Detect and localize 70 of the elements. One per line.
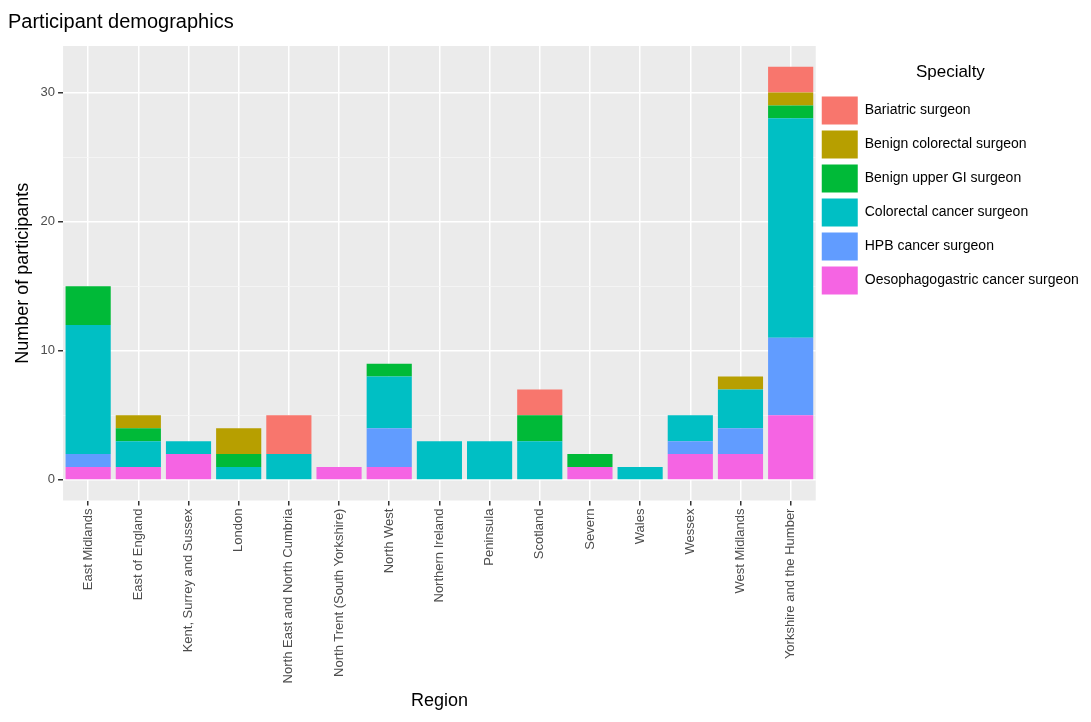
bar — [65, 286, 111, 325]
bar — [216, 454, 262, 467]
bar — [567, 466, 613, 480]
bar — [366, 376, 412, 429]
bar — [316, 466, 362, 480]
legend-label: Oesophagogastric cancer surgeon — [864, 271, 1079, 288]
x-tick-label: Wales — [631, 508, 647, 545]
x-tick-label: Severn — [581, 508, 597, 550]
bar — [115, 441, 161, 467]
bar — [768, 66, 814, 93]
bar — [65, 454, 111, 467]
legend-label: Bariatric surgeon — [864, 101, 971, 118]
bar — [266, 415, 312, 455]
bar — [467, 441, 513, 480]
x-tick-label: East of England — [129, 508, 145, 601]
bar — [416, 441, 462, 480]
bar — [617, 466, 663, 480]
legend-title: Specialty — [915, 62, 986, 82]
x-tick-label: East Midlands — [79, 508, 95, 591]
bar — [768, 92, 814, 106]
bar — [517, 415, 563, 442]
y-tick-label: 20 — [40, 213, 56, 229]
x-tick-label: North Trent (South Yorkshire) — [330, 508, 346, 677]
x-tick-label: Wessex — [681, 508, 697, 555]
x-tick-label: Northern Ireland — [430, 508, 446, 603]
x-tick-label: North East and North Cumbria — [280, 507, 296, 684]
bar — [115, 415, 161, 429]
y-tick-label: 0 — [47, 471, 56, 487]
legend-label: HPB cancer surgeon — [864, 237, 994, 254]
bar — [717, 389, 764, 429]
bar — [768, 337, 814, 416]
x-axis-title: Region — [410, 690, 468, 711]
bar — [266, 454, 312, 480]
y-axis-title: Number of participants — [11, 182, 32, 364]
bar — [65, 324, 111, 455]
bar — [366, 363, 412, 377]
chart-title: Participant demographics — [8, 9, 234, 32]
x-tick-label: Kent, Surrey and Sussex — [180, 508, 196, 653]
bar — [115, 428, 161, 442]
bar — [667, 454, 713, 480]
bar — [517, 441, 563, 480]
bar — [667, 441, 713, 455]
x-tick-label: North West — [380, 508, 396, 574]
y-tick-label: 30 — [40, 84, 56, 100]
bar — [667, 415, 713, 442]
bar — [65, 466, 111, 480]
legend-label: Benign colorectal surgeon — [864, 135, 1027, 152]
y-tick-label: 10 — [40, 342, 56, 358]
bar — [366, 428, 412, 467]
x-tick-label: Peninsula — [481, 507, 497, 566]
bar — [567, 454, 613, 467]
legend-label: Benign upper GI surgeon — [864, 169, 1022, 186]
bar — [216, 466, 262, 480]
x-tick-label: West Midlands — [732, 508, 748, 594]
bar — [216, 428, 262, 455]
bar — [717, 454, 764, 480]
bar — [115, 466, 161, 480]
bar — [768, 118, 814, 338]
x-tick-label: London — [230, 508, 246, 552]
bar — [517, 389, 563, 416]
x-tick-label: Scotland — [531, 508, 547, 560]
bar — [768, 415, 814, 480]
x-tick-label: Yorkshire and the Humber — [782, 507, 798, 660]
bar — [717, 428, 764, 455]
bar — [717, 376, 764, 390]
bar — [768, 105, 814, 119]
bar — [165, 441, 212, 455]
bar — [165, 454, 212, 480]
bar — [366, 466, 412, 480]
legend-label: Colorectal cancer surgeon — [864, 203, 1029, 220]
